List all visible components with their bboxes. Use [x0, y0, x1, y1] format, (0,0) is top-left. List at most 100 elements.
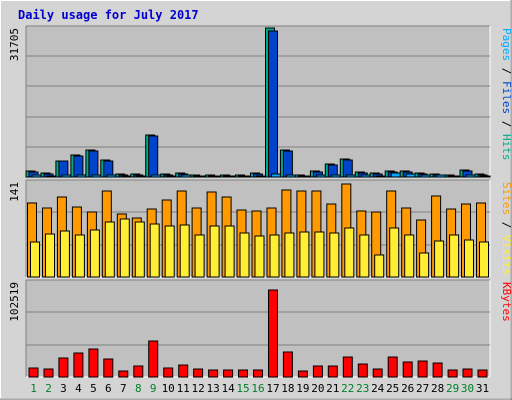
legend-entry: / [500, 61, 512, 81]
bar-kbytes-day-20 [312, 365, 323, 378]
bar-hits-day-15 [241, 175, 251, 178]
bar-kbytes-day-6 [103, 358, 114, 378]
bar-sites-day-19 [299, 231, 310, 278]
bar-hits-day-21 [330, 174, 341, 178]
bar-kbytes-day-1 [28, 367, 39, 378]
day-label: 5 [90, 382, 97, 395]
bar-kbytes-day-25 [387, 356, 398, 378]
day-label: 4 [75, 382, 82, 395]
day-label: 9 [150, 382, 157, 395]
bar-hits-day-28 [435, 174, 446, 178]
y-max-label: 102519 [8, 282, 21, 322]
bar-kbytes-day-18 [282, 351, 293, 378]
bar-hits-day-20 [315, 174, 326, 178]
day-label: 31 [476, 382, 489, 395]
bar-sites-day-26 [404, 234, 415, 278]
bar-sites-day-20 [314, 231, 325, 278]
bar-kbytes-day-14 [223, 369, 234, 378]
bar-sites-day-27 [419, 252, 430, 278]
bar-kbytes-day-2 [43, 368, 54, 378]
bar-hits-day-2 [46, 175, 57, 178]
x-axis-day-labels: 1 2 3 4 5 6 7 8 9 10 11 12 13 14 15 16 17 18 19 20 21 22 23 24 2… [30, 382, 489, 395]
bar-kbytes-day-8 [133, 365, 144, 378]
day-label: 30 [461, 382, 474, 395]
bar-hits-day-1 [31, 174, 42, 178]
day-label: 22 [341, 382, 354, 395]
bar-hits-day-30 [465, 174, 476, 178]
bar-kbytes-day-24 [372, 368, 383, 378]
bar-hits-day-9 [148, 135, 159, 178]
bar-sites-day-11 [179, 224, 190, 278]
bar-hits-day-31 [480, 175, 491, 178]
bar-sites-day-6 [104, 221, 115, 278]
panel-legend: Sites / Visits [500, 182, 512, 275]
bar-hits-day-16 [256, 175, 266, 178]
bar-sites-day-28 [434, 240, 445, 278]
bar-kbytes-day-11 [178, 364, 189, 378]
bar-sites-day-3 [59, 230, 70, 278]
bar-kbytes-day-22 [342, 356, 353, 378]
day-label: 1 [30, 382, 37, 395]
bar-hits-day-13 [211, 175, 222, 178]
bar-hits-day-3 [61, 174, 72, 178]
panel-kbytes: 102519 KBytes [8, 279, 512, 378]
day-label: 19 [296, 382, 309, 395]
bar-hits-day-8 [136, 175, 147, 178]
bar-sites-day-30 [464, 239, 474, 278]
day-label: 23 [356, 382, 369, 395]
bar-sites-day-24 [374, 254, 385, 278]
bar-sites-day-18 [284, 232, 295, 278]
legend-entry: Files [500, 81, 512, 114]
bar-kbytes-day-17 [268, 289, 278, 378]
bar-hits-day-11 [181, 174, 192, 178]
day-label: 2 [45, 382, 52, 395]
day-label: 21 [326, 382, 339, 395]
bar-kbytes-day-23 [357, 363, 368, 378]
y-max-label: 141 [8, 182, 21, 202]
bar-hits-day-23 [360, 174, 371, 178]
bar-kbytes-day-10 [163, 367, 174, 378]
bar-hits-day-27 [420, 174, 431, 178]
bar-hits-day-25 [390, 172, 401, 178]
bar-hits-day-22 [342, 159, 353, 178]
bar-sites-day-15 [239, 232, 250, 278]
day-label: 29 [446, 382, 459, 395]
bar-kbytes-day-7 [118, 370, 129, 378]
day-label: 12 [191, 382, 204, 395]
bar-kbytes-day-27 [417, 360, 428, 378]
bar-sites-day-25 [389, 227, 400, 278]
day-label: 8 [135, 382, 142, 395]
bar-hits-day-10 [166, 175, 177, 178]
bar-sites-day-31 [479, 241, 489, 278]
day-label: 3 [60, 382, 67, 395]
bar-sites-day-12 [194, 234, 205, 278]
bar-hits-day-26 [405, 173, 416, 178]
bar-kbytes-day-28 [432, 362, 443, 378]
bar-hits-day-5 [88, 150, 99, 178]
day-label: 27 [416, 382, 429, 395]
bar-hits-day-29 [450, 175, 461, 178]
bar-sites-day-5 [89, 229, 100, 278]
day-label: 14 [221, 382, 235, 395]
bar-sites-day-16 [254, 235, 265, 278]
bar-sites-day-7 [119, 218, 130, 278]
bar-kbytes-day-16 [253, 369, 263, 378]
panel-legend: Pages / Files / Hits [500, 28, 512, 161]
bar-hits-day-18 [285, 174, 296, 178]
day-label: 28 [431, 382, 444, 395]
bar-sites-day-13 [209, 225, 220, 278]
day-label: 24 [371, 382, 385, 395]
bar-hits-day-14 [226, 175, 237, 178]
day-label: 7 [120, 382, 127, 395]
chart-title: Daily usage for July 2017 [18, 8, 199, 22]
legend-entry: / [500, 114, 512, 134]
bar-kbytes-day-21 [327, 365, 338, 378]
day-label: 25 [386, 382, 399, 395]
bar-sites-day-29 [449, 234, 460, 278]
bar-kbytes-day-12 [193, 368, 204, 378]
legend-entry: Pages [500, 28, 512, 61]
bar-sites-day-8 [134, 221, 145, 278]
day-label: 10 [162, 382, 175, 395]
bar-sites-day-10 [164, 225, 175, 278]
